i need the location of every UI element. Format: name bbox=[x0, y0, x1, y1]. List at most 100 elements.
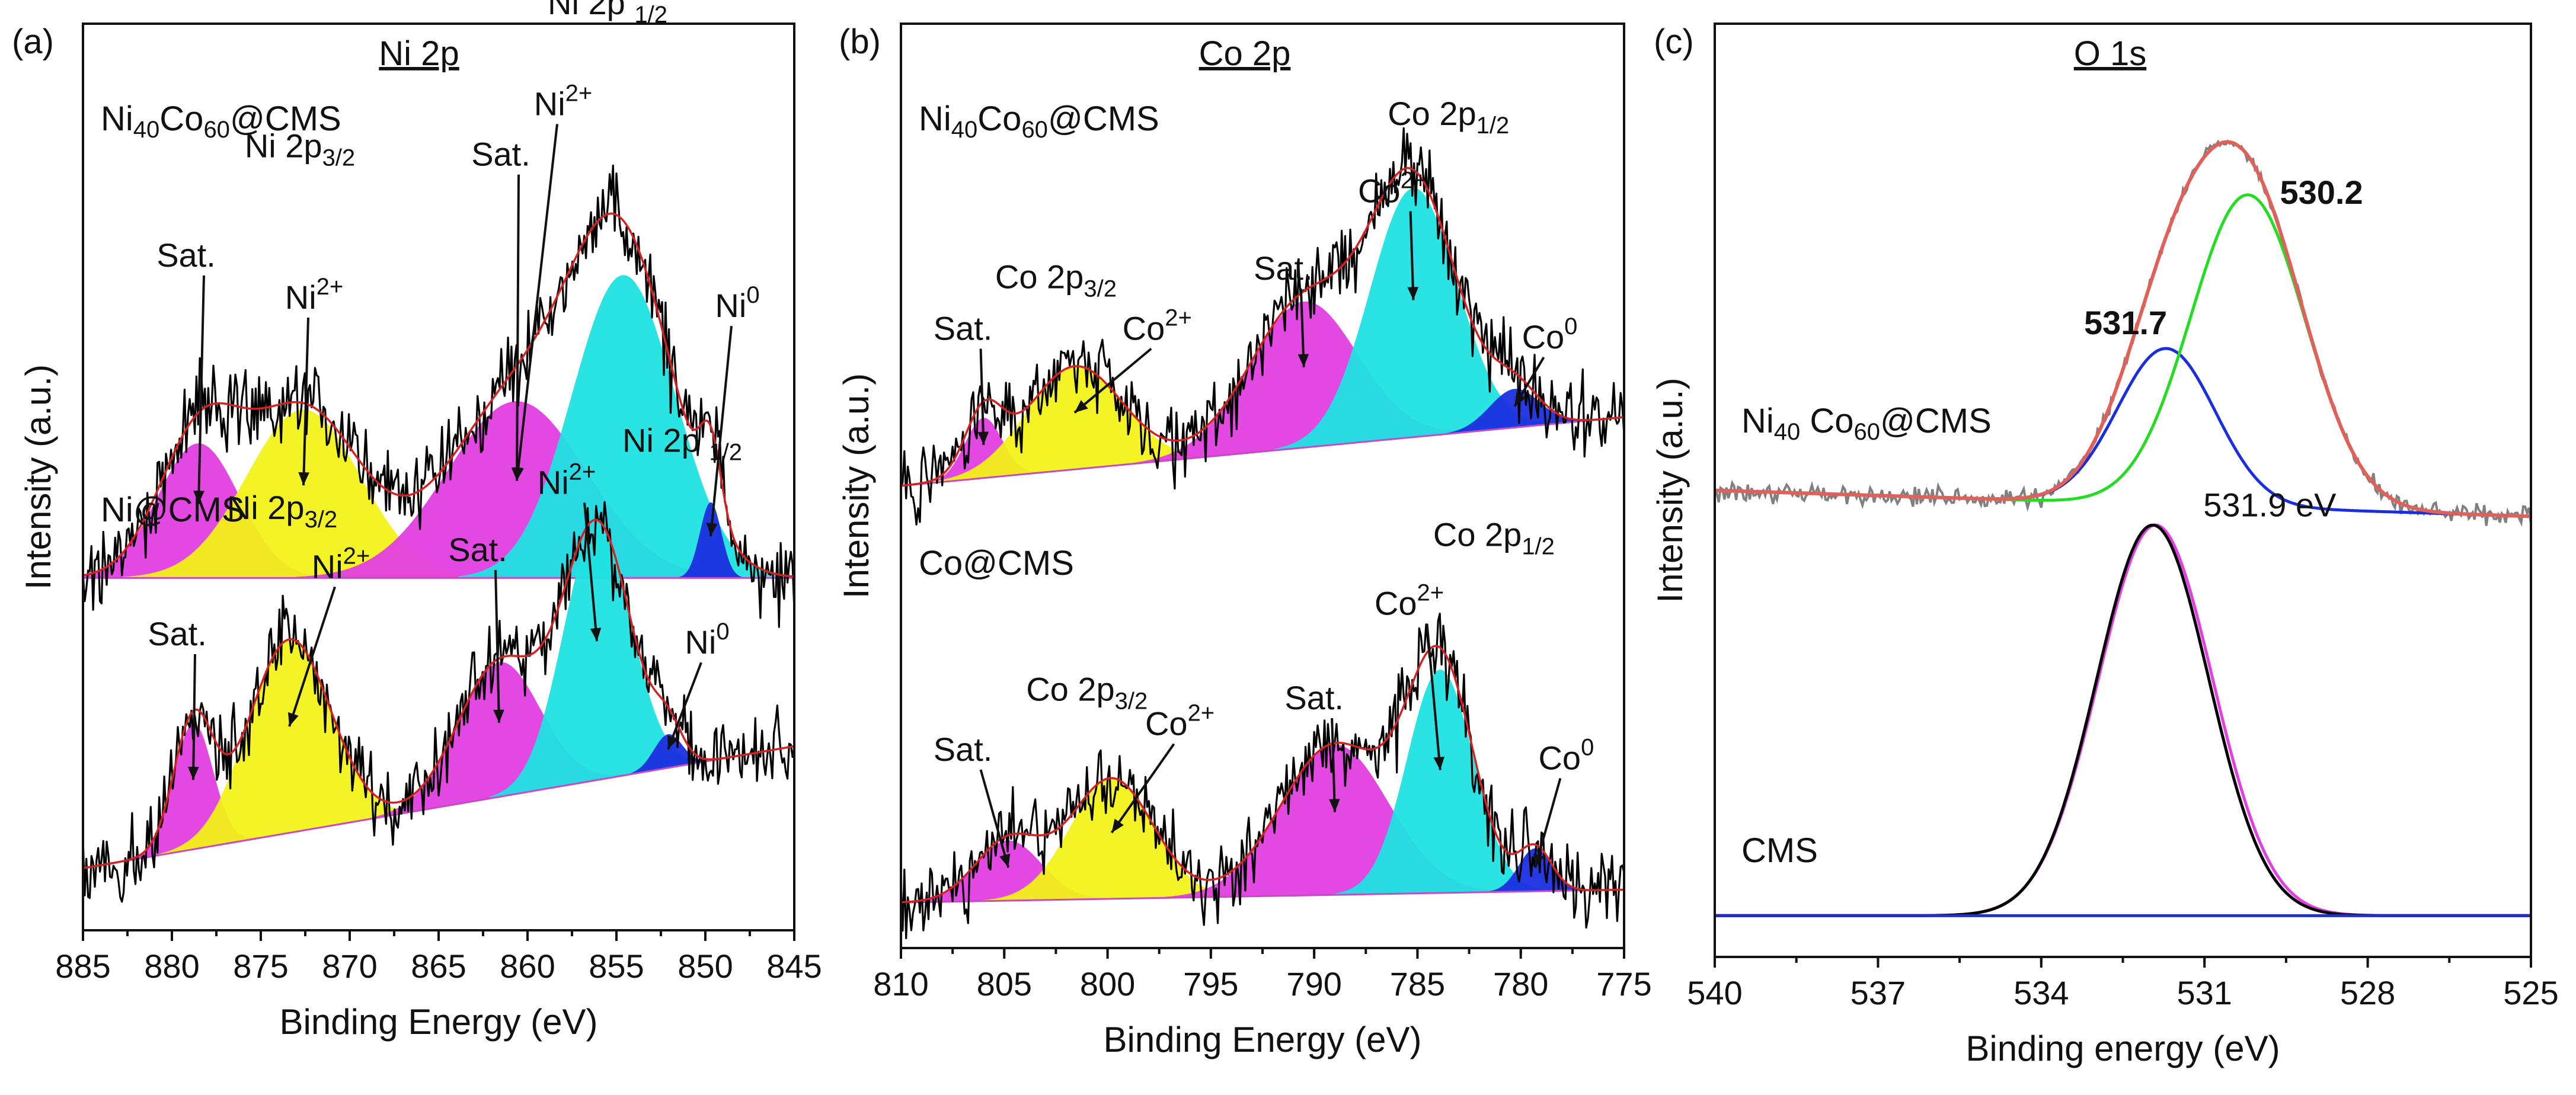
arrow-head bbox=[287, 712, 299, 726]
annotation-arrow bbox=[1299, 288, 1305, 367]
x-tick-label: 865 bbox=[411, 947, 466, 985]
fit-envelope-line bbox=[900, 645, 1625, 904]
ion-charge: 2+ bbox=[1165, 305, 1192, 331]
sample-sub: 40 bbox=[1774, 419, 1801, 445]
arrow-head bbox=[513, 467, 524, 481]
x-tick-label: 860 bbox=[500, 947, 555, 985]
peak-label: Co2+ bbox=[1123, 305, 1192, 347]
arrow-head bbox=[1111, 818, 1124, 833]
annotation-arrow bbox=[979, 769, 1010, 868]
sample-part: @CMS bbox=[230, 100, 341, 138]
spectrum-top: 531.7 530.2 Ni40 Co60@CMS bbox=[1714, 139, 2532, 527]
peak-label: Sat. bbox=[1254, 249, 1313, 287]
ion-charge: 2+ bbox=[569, 459, 596, 485]
annotation-arrow bbox=[302, 317, 309, 486]
spectrum-title: Ni 2p bbox=[379, 34, 459, 73]
peak-p12-3 bbox=[1274, 188, 1552, 451]
annotation-arrow bbox=[979, 348, 985, 445]
plot-frame bbox=[900, 23, 1625, 949]
orbital-name: Co 2p bbox=[1388, 95, 1476, 132]
arrow-head bbox=[193, 491, 204, 504]
arrow-head bbox=[977, 431, 989, 445]
orbital-subscript: 3/2 bbox=[322, 145, 356, 171]
x-tick-label: 534 bbox=[2014, 974, 2069, 1011]
ion-charge: 0 bbox=[1564, 313, 1577, 340]
ion-charge: 2+ bbox=[1188, 700, 1215, 726]
peak-label: Sat. bbox=[471, 136, 530, 173]
sample-sub: 40 bbox=[951, 117, 978, 143]
y-axis-title: Intensity (a.u.) bbox=[18, 364, 58, 590]
arrow-head bbox=[1407, 287, 1419, 300]
arrow-head bbox=[1433, 756, 1445, 770]
x-tick-label: 790 bbox=[1286, 965, 1341, 1003]
raw-data-line bbox=[900, 127, 1625, 526]
ion-symbol: Ni bbox=[534, 85, 565, 122]
panel-c: (c) O 1s 531.7 530.2 Ni40 Co60@CMS 531.9 eV CM… bbox=[1650, 23, 2559, 1068]
panel-letter: (c) bbox=[1654, 23, 1694, 61]
peak-p12-3 bbox=[459, 275, 788, 578]
annotation-arrow bbox=[667, 662, 702, 750]
x-tick-label: 810 bbox=[873, 965, 928, 1003]
annotation-arrow bbox=[1426, 623, 1442, 770]
peak-position-label: 530.2 bbox=[2280, 174, 2363, 211]
plot-frame bbox=[1714, 23, 2532, 958]
ion-charge: 2+ bbox=[565, 80, 593, 106]
spectrum-title: Co 2p bbox=[1199, 34, 1291, 73]
peak-metal-4 bbox=[677, 502, 744, 578]
peak-p12-3 bbox=[489, 527, 705, 799]
x-tick-label: 885 bbox=[55, 947, 110, 985]
sample-part: Co bbox=[1800, 402, 1853, 440]
sample-part: Ni bbox=[1741, 402, 1774, 440]
orbital-name: Co 2p bbox=[995, 258, 1084, 296]
ion-symbol: Co bbox=[1358, 172, 1401, 210]
orbital-name: Co 2p bbox=[1433, 516, 1522, 553]
x-tick-label: 875 bbox=[233, 947, 288, 985]
annotation-arrow bbox=[1331, 718, 1336, 812]
sample-label: Co@CMS bbox=[919, 544, 1074, 582]
peak-label: Sat. bbox=[1284, 679, 1344, 716]
sample-part: Ni bbox=[101, 100, 133, 138]
peak-label: Ni 2p3/2 bbox=[227, 489, 337, 533]
sample-part: Co bbox=[159, 100, 203, 138]
peak-label: Ni2+ bbox=[285, 274, 344, 316]
x-tick-label: 540 bbox=[1687, 974, 1742, 1011]
peak-label: Sat. bbox=[934, 731, 993, 768]
annotation-arrow bbox=[1073, 347, 1152, 414]
ion-symbol: Co bbox=[1538, 739, 1581, 777]
x-tick-label: 785 bbox=[1390, 965, 1445, 1003]
panel-letter: (b) bbox=[839, 23, 881, 61]
arrow-head bbox=[1297, 354, 1309, 367]
ion-charge: 0 bbox=[746, 282, 759, 308]
fit-envelope-line bbox=[900, 167, 1625, 487]
sample-part: Ni bbox=[919, 100, 951, 138]
peak-label: Sat. bbox=[148, 615, 207, 652]
ion-charge: 2+ bbox=[317, 274, 344, 300]
peak-label: Ni0 bbox=[685, 619, 729, 661]
x-tick-label: 780 bbox=[1493, 965, 1548, 1003]
arrow-head bbox=[493, 709, 504, 723]
sample-part: @CMS bbox=[1880, 402, 1992, 440]
orbital-subscript: 1/2 bbox=[1476, 113, 1510, 139]
x-tick-label: 525 bbox=[2503, 974, 2558, 1011]
peak-p32-1 bbox=[980, 778, 1244, 901]
orbital-subscript: 3/2 bbox=[1115, 689, 1148, 715]
sample-label: CMS bbox=[1741, 831, 1818, 870]
y-axis-title: Intensity (a.u.) bbox=[836, 373, 876, 598]
x-tick-label: 870 bbox=[322, 947, 377, 985]
orbital-name: Ni 2p bbox=[227, 489, 305, 526]
orbital-subscript: 3/2 bbox=[1084, 276, 1117, 302]
x-tick-label: 795 bbox=[1183, 965, 1238, 1003]
sample-label: Ni@CMS bbox=[101, 491, 245, 529]
annotation-arrow bbox=[516, 174, 520, 481]
ion-symbol: Ni bbox=[312, 548, 343, 585]
peak-label: Sat. bbox=[156, 236, 216, 274]
fit-envelope-line bbox=[1714, 140, 2532, 518]
peak-p32-1 bbox=[122, 409, 485, 578]
ion-symbol: Co bbox=[1123, 310, 1165, 347]
arrow-head bbox=[706, 523, 718, 537]
